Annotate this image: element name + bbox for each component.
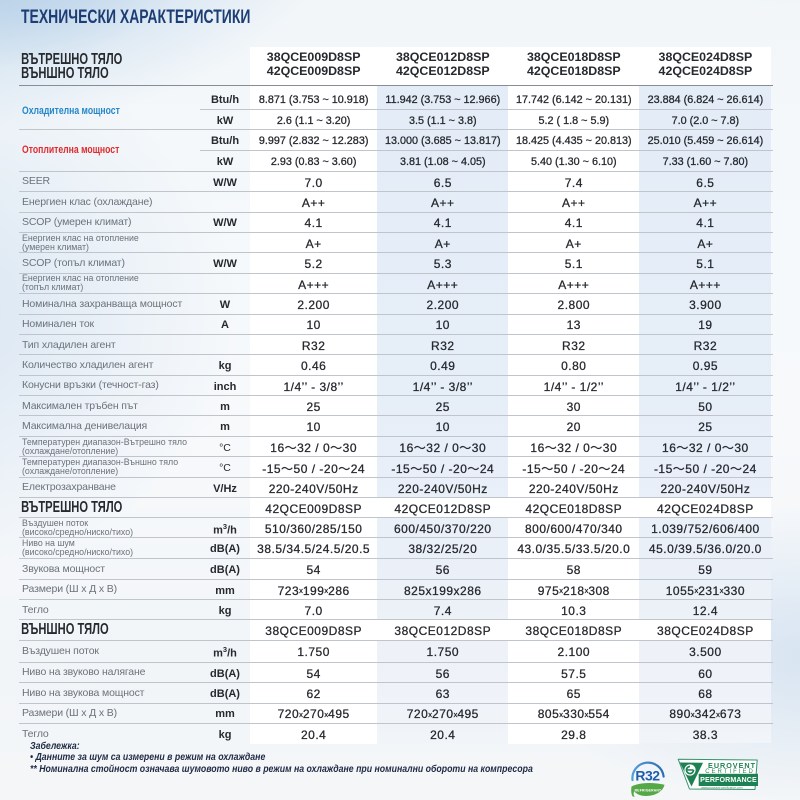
svg-text:PERFORMANCE: PERFORMANCE [700,776,757,784]
svg-text:www.eurovent-certification.com: www.eurovent-certification.com [701,786,743,790]
svg-text:R32: R32 [635,768,660,784]
svg-text:EUROVENT: EUROVENT [708,761,756,770]
svg-text:REFRIGERANT: REFRIGERANT [635,789,662,793]
svg-text:CERTIFIED: CERTIFIED [705,769,755,775]
